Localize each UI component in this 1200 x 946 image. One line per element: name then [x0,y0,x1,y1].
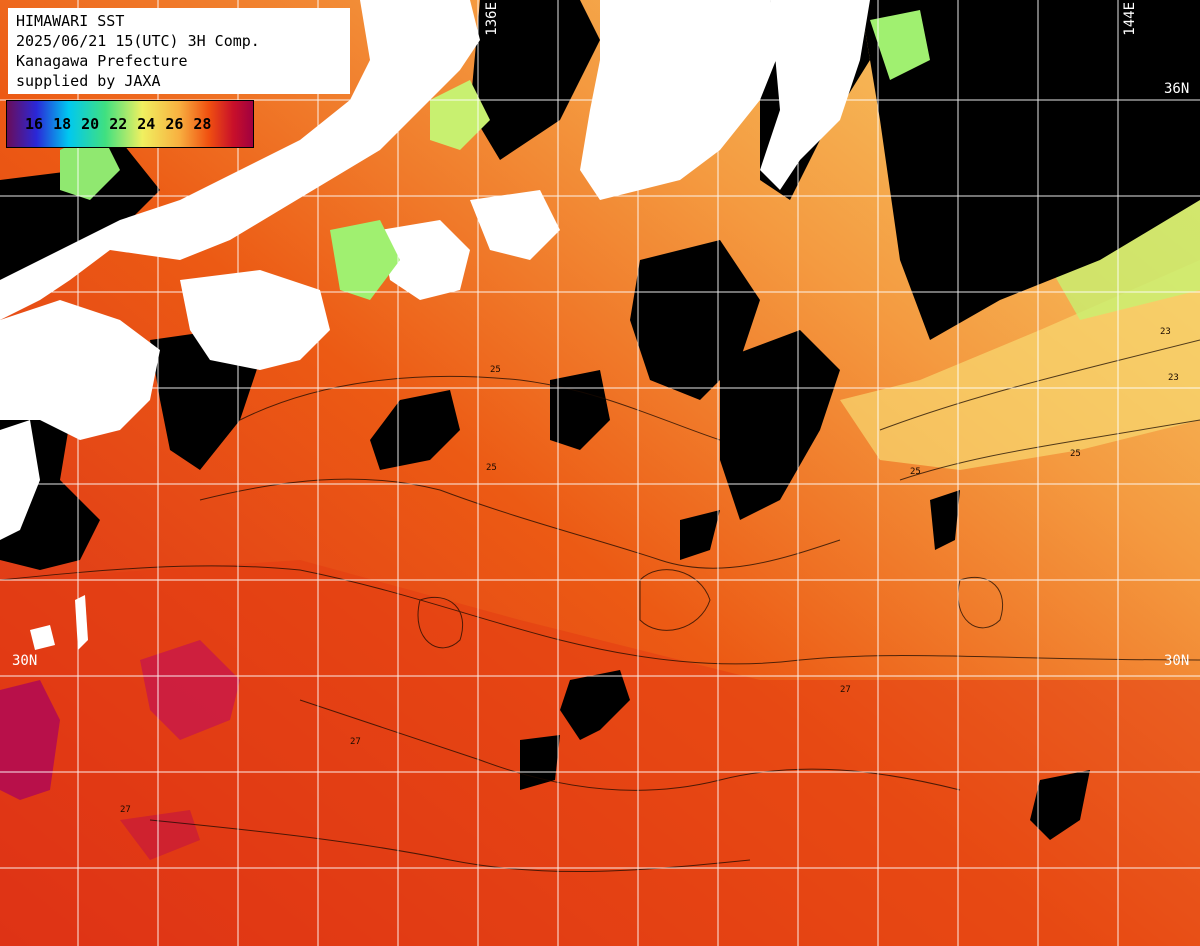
legend-tick: 26 [165,115,184,133]
contour-label: 25 [486,463,497,473]
contour-label: 23 [1160,327,1171,337]
cloud-mask [1030,770,1090,840]
cloud-mask [720,330,840,520]
lon-label-136e: 136E [484,2,500,36]
isotherm-line [239,375,721,441]
contour-label: 25 [1070,449,1081,459]
isotherm-line [879,339,1200,431]
coastal-cold-water [330,220,400,300]
cloud-mask [550,370,610,450]
hot-water-patch [0,680,60,800]
legend-tick: 22 [109,115,128,133]
isotherm-loop [639,569,711,631]
hot-water-patch [140,640,240,740]
legend-tick: 18 [53,115,72,133]
contour-label: 23 [1168,373,1179,383]
contour-label: 25 [490,365,501,375]
legend-tick: 28 [193,115,212,133]
publisher: Kanagawa Prefecture [16,52,188,70]
isotherm-line [199,478,841,569]
contour-label: 27 [350,737,361,747]
isotherm-loop [417,596,464,649]
lat-label-30n-left: 30N [12,653,38,669]
hot-water-patch [120,810,200,860]
isotherm-line [899,419,1200,481]
legend-tick: 16 [25,115,44,133]
cloud-mask [560,670,630,740]
land-shikoku [180,270,330,370]
isotherm-line [0,565,1200,665]
contour-labels: 25 25 25 25 27 27 27 23 23 [120,327,1179,815]
land-honshu-east [760,0,870,190]
warm-water-zone [0,560,1200,946]
cloud-mask [680,510,720,560]
cloud-mask [150,330,260,470]
cloud-mask [470,0,600,160]
lon-label-144e: 144E [1122,2,1138,36]
land-kii-peninsula [380,220,470,300]
contour-label: 25 [910,467,921,477]
contour-label: 27 [120,805,131,815]
legend-tick: 20 [81,115,100,133]
cloud-mask [370,390,460,470]
land-honshu-west [0,0,480,320]
observation-time: 2025/06/21 15(UTC) 3H Comp. [16,32,260,50]
isotherm-loop [957,576,1004,629]
coastal-cold-water [870,10,930,80]
cloud-mask [930,490,960,550]
isotherm-line [299,699,961,791]
map-info-box: HIMAWARI SST 2025/06/21 15(UTC) 3H Comp.… [8,8,350,94]
isotherm-contours [0,339,1200,873]
land-island [30,625,55,650]
cloud-mask [860,0,1200,340]
cloud-mask [0,140,160,280]
product-title: HIMAWARI SST [16,12,125,30]
legend-tick: 24 [137,115,156,133]
contour-label: 27 [840,685,851,695]
land-kyushu-south [0,420,40,540]
data-source: supplied by JAXA [16,72,161,90]
lat-label-36n: 36N [1164,81,1190,97]
land-izu-area [470,190,560,260]
lat-label-30n-right: 30N [1164,653,1190,669]
temperature-legend: 16 18 20 22 24 26 28 [6,100,254,148]
land-kyushu-shikoku [0,300,160,440]
coastal-cold-water [430,80,490,150]
